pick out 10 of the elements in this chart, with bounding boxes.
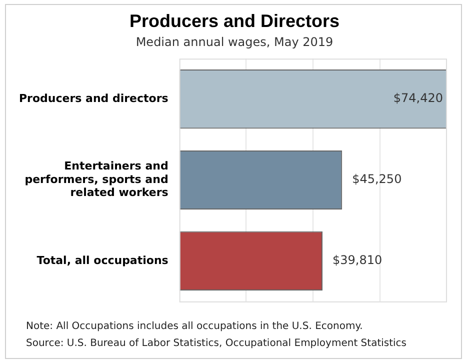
y-tick-label: Total, all occupations [36, 254, 169, 267]
y-tick-label: Producers and directors [19, 92, 169, 105]
data-label: $39,810 [332, 253, 382, 268]
chart-subtitle: Median annual wages, May 2019 [134, 35, 334, 49]
data-label: $74,420 [393, 91, 443, 106]
source-note: Source: U.S. Bureau of Labor Statistics, Occupational Employment Statistics [26, 338, 407, 349]
y-tick-label: Entertainers and performers, sports and related workers [24, 160, 169, 200]
text: Note: All Occupations includes all occupations in the U.S. Economy. [26, 321, 363, 332]
data-label: $45,250 [352, 172, 402, 186]
chart-title: Producers and Directors [128, 11, 341, 32]
